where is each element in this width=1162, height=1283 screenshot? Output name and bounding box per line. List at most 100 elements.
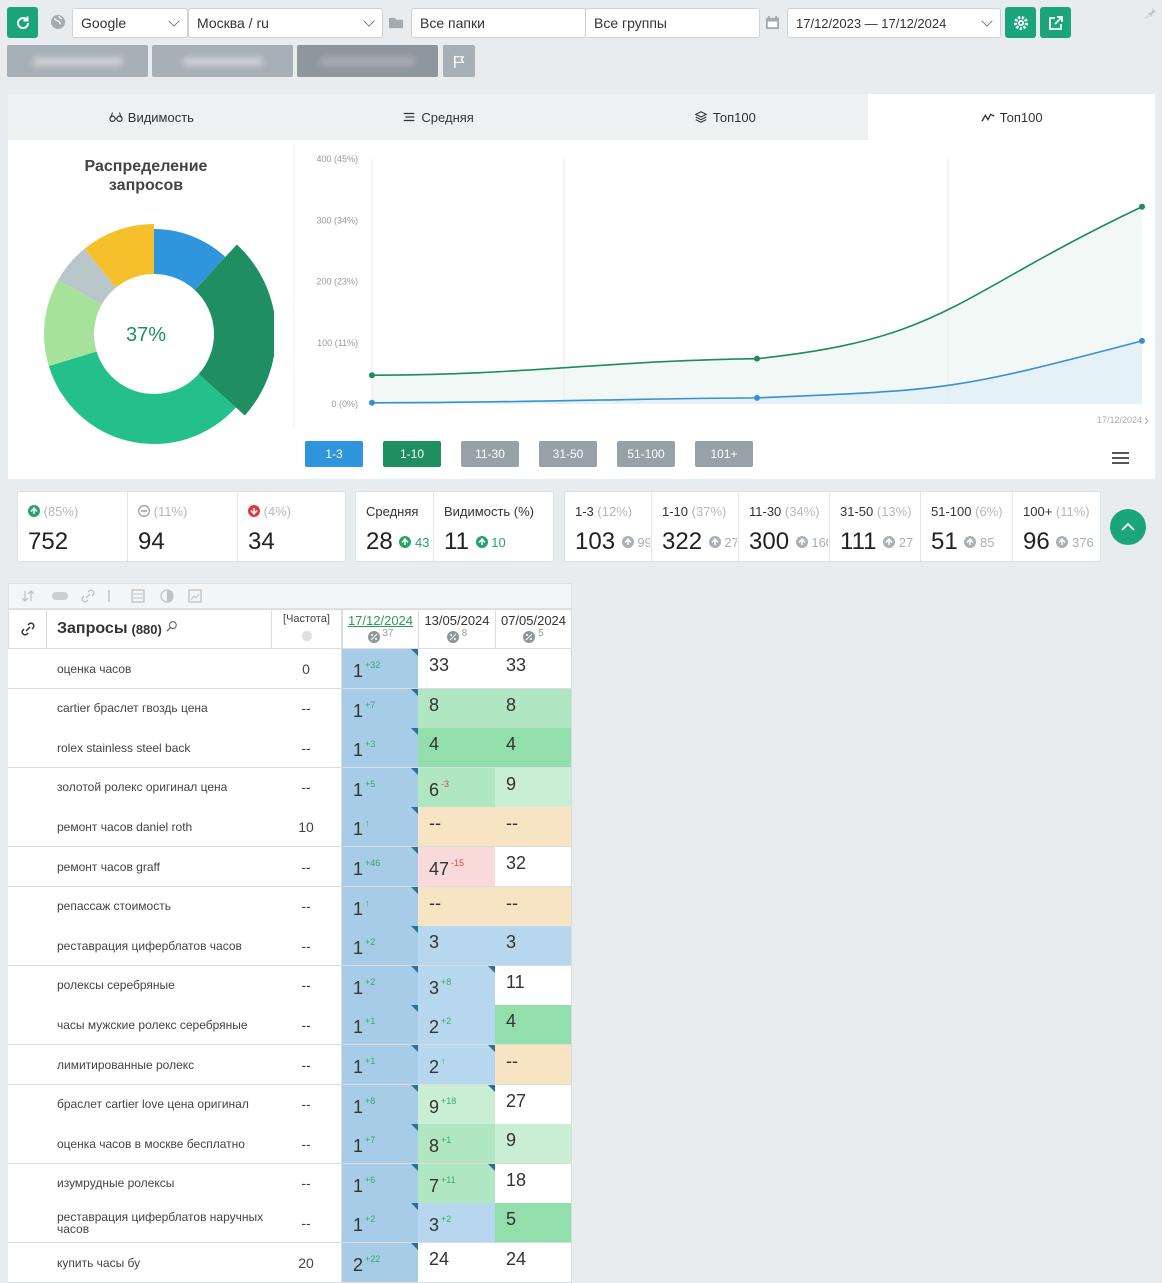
query-cell[interactable]: репассаж стоимость <box>46 886 272 927</box>
series-point[interactable] <box>369 399 375 406</box>
row-link-cell[interactable] <box>8 1005 47 1046</box>
row-link-cell[interactable] <box>8 847 47 887</box>
row-link-cell[interactable] <box>8 728 47 769</box>
row-link-cell[interactable] <box>8 1124 47 1165</box>
tab-average[interactable]: Средняя <box>295 94 582 140</box>
range-button-6[interactable]: 101+ <box>695 441 753 467</box>
position-cell[interactable]: 5 <box>495 1203 572 1244</box>
query-cell[interactable]: изумрудные ролексы <box>46 1163 272 1204</box>
row-link-cell[interactable] <box>8 886 47 927</box>
series-point[interactable] <box>754 355 760 362</box>
table-row[interactable]: реставрация циферблатов наручных часов --… <box>8 1203 572 1244</box>
row-link-cell[interactable] <box>8 649 47 689</box>
series-point[interactable] <box>754 394 760 401</box>
row-link-cell[interactable] <box>8 1243 47 1283</box>
query-cell[interactable]: оценка часов <box>46 649 272 689</box>
row-link-cell[interactable] <box>8 1163 47 1204</box>
position-cell[interactable]: 4 <box>418 728 496 769</box>
region-select[interactable]: Москва / ru <box>188 8 383 38</box>
position-cell[interactable]: 8 <box>418 688 496 729</box>
link-icon[interactable] <box>81 589 95 603</box>
series-point[interactable] <box>1139 337 1145 344</box>
position-cell[interactable]: 1 +2 <box>342 1203 419 1244</box>
sort-icon[interactable] <box>21 589 35 603</box>
tab-top100-layers[interactable]: Топ100 <box>582 94 869 140</box>
frequency-refresh-icon[interactable] <box>301 630 313 642</box>
position-cell[interactable]: -- <box>495 886 572 927</box>
series-point[interactable] <box>1139 203 1145 210</box>
position-cell[interactable]: 2 +2 <box>418 1005 496 1046</box>
position-cell[interactable]: 3 +2 <box>418 1203 496 1244</box>
table-icon[interactable] <box>131 589 145 603</box>
table-row[interactable]: купить часы бу 20 2 +22 24 24 <box>8 1243 572 1283</box>
position-cell[interactable]: 8 <box>495 688 572 729</box>
contrast-icon[interactable] <box>160 589 174 603</box>
position-cell[interactable]: 1 +1 <box>342 1005 419 1046</box>
table-row[interactable]: браслет cartier love цена оригинал -- 1 +8 9… <box>8 1084 572 1125</box>
position-cell[interactable]: 1 +2 <box>342 965 419 1006</box>
table-row[interactable]: rolex stainless steel back -- 1 +3 4 4 <box>8 728 572 769</box>
row-link-cell[interactable] <box>8 1045 47 1085</box>
table-row[interactable]: изумрудные ролексы -- 1 +6 7 +11 18 <box>8 1163 572 1204</box>
query-cell[interactable]: ролексы серебряные <box>46 965 272 1006</box>
position-cell[interactable]: -- <box>418 886 496 927</box>
table-row[interactable]: часы мужские ролекс серебряные -- 1 +1 2 +2 4 <box>8 1005 572 1046</box>
table-row[interactable]: оценка часов 0 1 +32 33 33 <box>8 649 572 689</box>
tab-visibility[interactable]: Видимость <box>8 94 295 140</box>
position-cell[interactable]: 1 +7 <box>342 1124 419 1165</box>
row-link-cell[interactable] <box>8 807 47 848</box>
position-cell[interactable]: 27 <box>495 1084 572 1125</box>
query-cell[interactable]: реставрация циферблатов часов <box>46 926 272 967</box>
date-column-header[interactable]: 17/12/2024 37 <box>342 609 419 649</box>
row-link-cell[interactable] <box>8 767 47 808</box>
table-row[interactable]: ролексы серебряные -- 1 +2 3 +8 11 <box>8 965 572 1006</box>
row-link-cell[interactable] <box>8 688 47 729</box>
row-link-cell[interactable] <box>8 965 47 1006</box>
donut-slice-51-100[interactable] <box>58 248 117 305</box>
table-row[interactable]: лимитированные ролекс -- 1 +1 2 ↑ -- <box>8 1045 572 1085</box>
position-cell[interactable]: 2 +22 <box>342 1243 419 1283</box>
query-cell[interactable]: cartier браслет гвоздь цена <box>46 688 272 729</box>
pin-icon[interactable] <box>1145 6 1159 20</box>
export-button[interactable] <box>1040 7 1071 38</box>
row-link-cell[interactable] <box>8 926 47 967</box>
position-cell[interactable]: 1 ↑ <box>342 886 419 927</box>
flag-button[interactable] <box>443 45 475 77</box>
settings-button[interactable] <box>1005 7 1036 38</box>
blurred-button-2[interactable] <box>152 45 293 77</box>
table-row[interactable]: ремонт часов daniel roth 10 1 ↑ -- -- <box>8 807 572 848</box>
queries-column-header[interactable]: Запросы (880) <box>46 609 272 649</box>
donut-slice-1-3[interactable] <box>154 229 226 290</box>
groups-select[interactable]: Все группы <box>585 8 760 38</box>
query-cell[interactable]: реставрация циферблатов наручных часов <box>46 1203 272 1244</box>
table-row[interactable]: ремонт часов graff -- 1 +46 47 -15 32 <box>8 847 572 887</box>
position-cell[interactable]: 9 <box>495 1124 572 1165</box>
donut-slice-1-10[interactable] <box>194 244 274 416</box>
range-button-4[interactable]: 31-50 <box>539 441 597 467</box>
row-link-cell[interactable] <box>8 1084 47 1125</box>
position-cell[interactable]: 1 +3 <box>342 728 419 769</box>
position-cell[interactable]: 32 <box>495 847 572 887</box>
query-cell[interactable]: браслет cartier love цена оригинал <box>46 1084 272 1125</box>
scroll-up-button[interactable] <box>1110 509 1146 545</box>
query-cell[interactable]: ремонт часов graff <box>46 847 272 887</box>
position-cell[interactable]: 1 +32 <box>342 649 419 689</box>
series-point[interactable] <box>369 372 375 379</box>
blurred-button-3[interactable] <box>297 45 438 77</box>
query-cell[interactable]: купить часы бу <box>46 1243 272 1283</box>
donut-slice-11-30[interactable] <box>48 351 236 444</box>
position-cell[interactable]: 7 +11 <box>418 1163 496 1204</box>
position-cell[interactable]: 33 <box>495 649 572 689</box>
position-cell[interactable]: 3 +8 <box>418 965 496 1006</box>
menu-icon[interactable] <box>1112 451 1129 465</box>
range-button-2[interactable]: 1-10 <box>383 441 441 467</box>
table-row[interactable]: cartier браслет гвоздь цена -- 1 +7 8 8 <box>8 688 572 729</box>
position-cell[interactable]: 3 <box>418 926 496 967</box>
date-column-header[interactable]: 13/05/2024 8 <box>418 609 496 649</box>
position-cell[interactable]: 9 +18 <box>418 1084 496 1125</box>
position-cell[interactable]: -- <box>495 807 572 848</box>
tab-top100-trend[interactable]: Топ100 <box>868 94 1155 140</box>
position-cell[interactable]: 6 -3 <box>418 767 496 808</box>
position-cell[interactable]: 1 +1 <box>342 1045 419 1085</box>
position-cell[interactable]: 8 +1 <box>418 1124 496 1165</box>
